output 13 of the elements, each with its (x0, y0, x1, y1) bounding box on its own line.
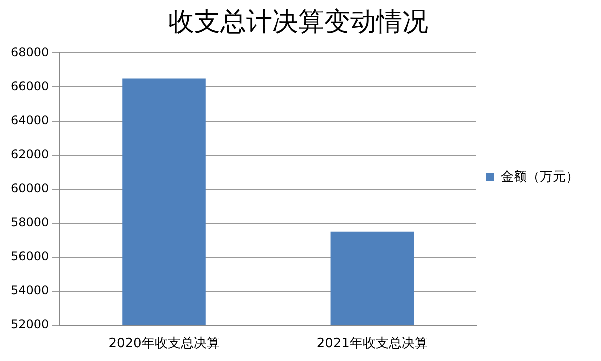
chart-title: 收支总计决算变动情况 (168, 7, 428, 38)
legend-label: 金额（万元） (501, 170, 579, 185)
y-tick-label: 60000 (10, 181, 50, 196)
x-tick-label: 2021年收支总决算 (316, 336, 428, 352)
y-tick-label: 58000 (10, 215, 50, 230)
x-tick-label: 2020年收支总决算 (108, 336, 220, 352)
y-tick-label: 52000 (10, 318, 50, 332)
y-tick-label: 56000 (10, 249, 50, 264)
y-tick-label: 66000 (10, 79, 50, 94)
y-tick-label: 54000 (10, 284, 50, 298)
y-tick-label: 68000 (10, 45, 50, 60)
y-tick-label: 62000 (10, 147, 50, 162)
y-tick-label: 64000 (10, 113, 50, 128)
